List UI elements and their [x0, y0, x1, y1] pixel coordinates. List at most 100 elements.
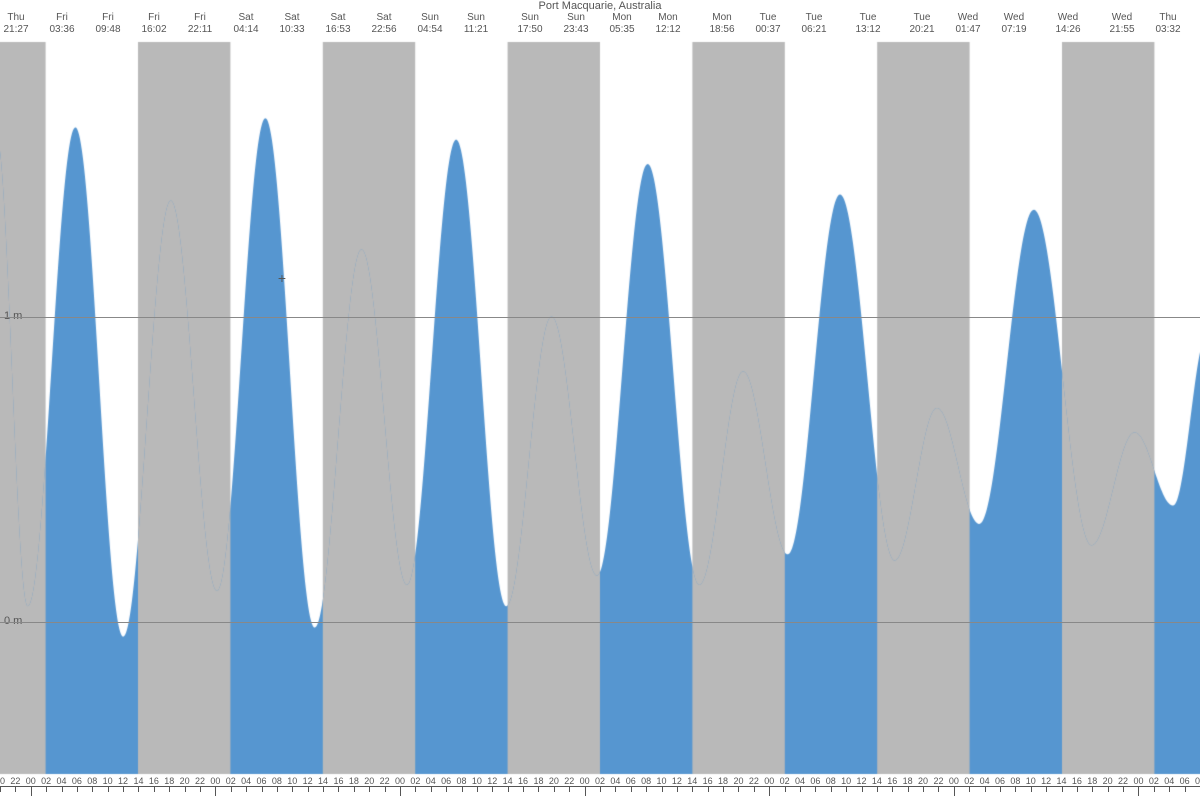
hour-tick	[738, 787, 739, 792]
hour-tick	[985, 787, 986, 792]
hour-tick	[1092, 787, 1093, 792]
hour-label: 16	[333, 776, 343, 786]
hour-tick	[600, 787, 601, 792]
hour-tick	[923, 787, 924, 792]
hour-tick	[215, 787, 216, 796]
crosshair-icon: +	[278, 270, 286, 286]
hour-tick	[169, 787, 170, 792]
hour-label: 18	[718, 776, 728, 786]
hour-label: 16	[518, 776, 528, 786]
hour-tick	[1154, 787, 1155, 792]
event-label: Sun04:54	[407, 12, 453, 36]
hour-tick	[1062, 787, 1063, 792]
hour-label: 00	[764, 776, 774, 786]
hour-tick	[200, 787, 201, 792]
hour-label: 00	[395, 776, 405, 786]
hour-tick	[338, 787, 339, 792]
hour-label: 20	[0, 776, 5, 786]
hour-tick	[246, 787, 247, 792]
hour-label: 04	[241, 776, 251, 786]
hour-label: 06	[441, 776, 451, 786]
hour-label: 04	[980, 776, 990, 786]
hour-label: 04	[1164, 776, 1174, 786]
hour-tick	[662, 787, 663, 792]
hour-label: 02	[1149, 776, 1159, 786]
hour-tick	[538, 787, 539, 792]
hour-label: 12	[672, 776, 682, 786]
hour-label: 08	[457, 776, 467, 786]
hour-label: 02	[41, 776, 51, 786]
hour-tick	[1046, 787, 1047, 792]
event-label: Sun11:21	[453, 12, 499, 36]
hour-label: 18	[164, 776, 174, 786]
hour-tick	[492, 787, 493, 792]
hour-label: 16	[1072, 776, 1082, 786]
hour-tick	[523, 787, 524, 792]
hour-tick	[354, 787, 355, 792]
hour-label: 02	[780, 776, 790, 786]
hour-label: 16	[887, 776, 897, 786]
hour-tick	[615, 787, 616, 792]
hour-label: 10	[103, 776, 113, 786]
hour-label: 06	[1180, 776, 1190, 786]
hour-tick	[0, 787, 1, 792]
event-label: Sat04:14	[223, 12, 269, 36]
hour-label: 12	[118, 776, 128, 786]
hour-label: 10	[841, 776, 851, 786]
event-label: Mon05:35	[599, 12, 645, 36]
hour-tick	[1031, 787, 1032, 792]
hour-tick	[308, 787, 309, 792]
hour-tick	[631, 787, 632, 792]
hour-label: 00	[26, 776, 36, 786]
hour-tick	[1185, 787, 1186, 792]
hour-tick	[292, 787, 293, 792]
hour-label: 06	[810, 776, 820, 786]
hour-label: 00	[580, 776, 590, 786]
hour-tick	[585, 787, 586, 796]
hour-label: 02	[595, 776, 605, 786]
hour-tick	[569, 787, 570, 792]
hour-label: 04	[57, 776, 67, 786]
hour-tick	[815, 787, 816, 792]
gridline-1m	[0, 317, 1200, 318]
event-label: Sun17:50	[507, 12, 553, 36]
hour-tick	[231, 787, 232, 792]
hour-label: 02	[964, 776, 974, 786]
event-label: Mon18:56	[699, 12, 745, 36]
event-label: Fri03:36	[39, 12, 85, 36]
hour-label: 22	[1118, 776, 1128, 786]
hour-label: 12	[303, 776, 313, 786]
hour-label: 04	[426, 776, 436, 786]
hour-label: 04	[610, 776, 620, 786]
event-label: Sun23:43	[553, 12, 599, 36]
hour-tick	[1169, 787, 1170, 792]
hour-tick	[692, 787, 693, 792]
chart-title: Port Macquarie, Australia	[0, 0, 1200, 12]
hour-tick	[446, 787, 447, 792]
hour-label: 22	[10, 776, 20, 786]
hour-tick	[431, 787, 432, 792]
event-label: Wed01:47	[945, 12, 991, 36]
event-label: Fri22:11	[177, 12, 223, 36]
hour-tick	[477, 787, 478, 792]
event-label: Tue20:21	[899, 12, 945, 36]
hour-label: 06	[626, 776, 636, 786]
hour-label: 22	[380, 776, 390, 786]
event-label: Wed07:19	[991, 12, 1037, 36]
event-label: Mon12:12	[645, 12, 691, 36]
hour-label: 08	[641, 776, 651, 786]
event-label-row: Thu21:27Fri03:36Fri09:48Fri16:02Fri22:11…	[0, 12, 1200, 42]
hour-tick	[1000, 787, 1001, 792]
hour-tick	[108, 787, 109, 792]
hour-tick	[831, 787, 832, 792]
hour-label: 00	[1133, 776, 1143, 786]
hour-label: 16	[149, 776, 159, 786]
hour-tick	[1077, 787, 1078, 792]
hour-tick	[46, 787, 47, 792]
hour-tick	[1015, 787, 1016, 792]
hour-tick	[769, 787, 770, 796]
hour-tick	[62, 787, 63, 792]
hour-label: 22	[564, 776, 574, 786]
hour-tick	[646, 787, 647, 792]
hour-tick	[938, 787, 939, 792]
